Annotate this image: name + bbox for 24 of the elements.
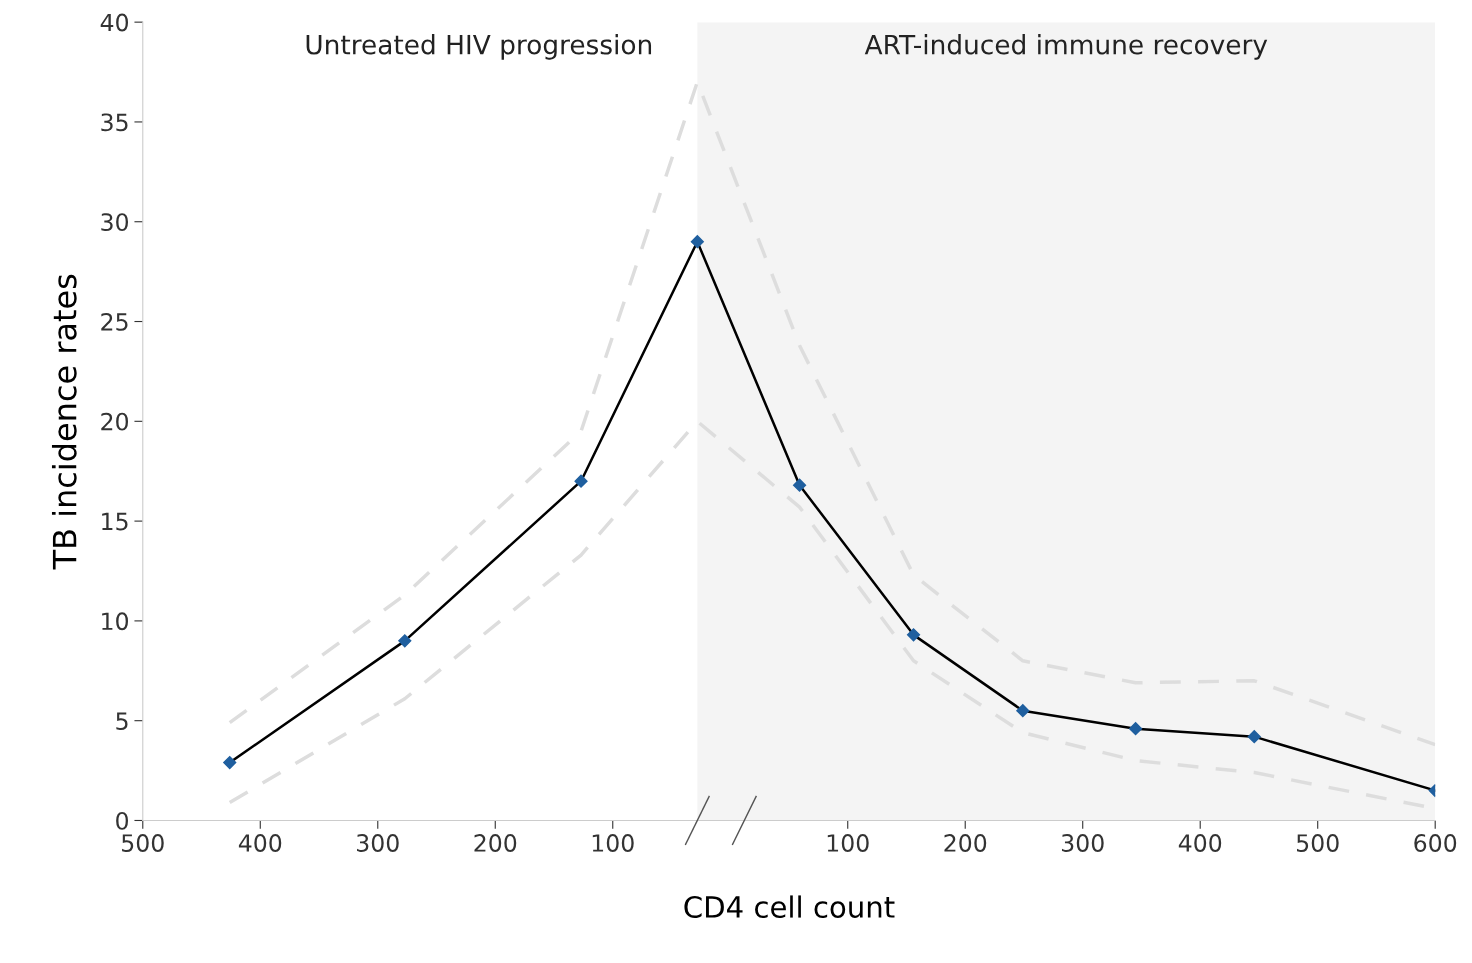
x-tick-label: 200 (474, 834, 517, 852)
x-tick-label: 300 (1061, 834, 1104, 852)
x-tick-label: 200 (944, 834, 987, 852)
x-tick-label: 400 (238, 834, 282, 852)
y-tick-label: 0 (116, 811, 129, 830)
y-tick-label: 20 (101, 412, 129, 431)
y-tick-label: 15 (102, 512, 128, 531)
x-tick-label: 100 (827, 834, 869, 852)
y-tick-label: 5 (116, 712, 128, 730)
y-tick-label: 40 (100, 13, 129, 32)
x-tick-label: 500 (1297, 834, 1339, 852)
y-tick-label: 25 (101, 312, 128, 331)
y-tick-label: 35 (101, 113, 128, 132)
y-axis-title: TB incidence rates (51, 274, 77, 570)
x-tick-label: 500 (122, 834, 164, 852)
y-tick-label: 30 (101, 213, 129, 232)
y-tick-label: 10 (102, 612, 129, 631)
band-label: ART-induced immune recovery (864, 34, 1268, 60)
x-tick-label: 300 (357, 834, 399, 852)
x-tick-label: 400 (1178, 834, 1222, 852)
x-tick-label: 600 (1414, 834, 1457, 852)
annotation: Untreated HIV progression (306, 34, 652, 60)
x-tick-label: 100 (592, 834, 634, 852)
x-axis-title: CD4 cell count (684, 895, 895, 918)
